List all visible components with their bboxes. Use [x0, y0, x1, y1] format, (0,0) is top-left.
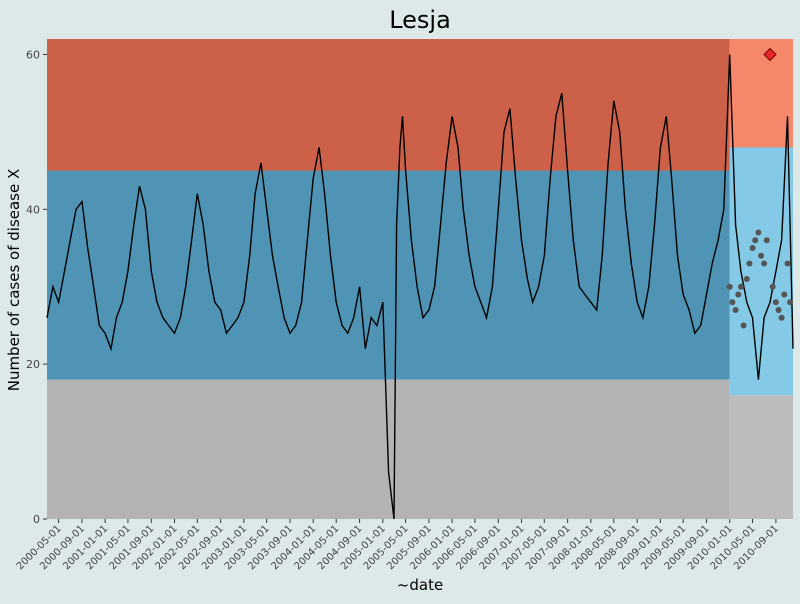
y-tick-label: 60 [26, 48, 40, 61]
current-observations [726, 47, 794, 329]
observation-point [729, 299, 736, 306]
observation-point [746, 260, 753, 267]
observation-point [735, 291, 742, 298]
y-axis: 0 20 40 60 [26, 48, 47, 526]
observation-point [781, 291, 788, 298]
observation-point [726, 283, 733, 290]
y-tick-label: 40 [26, 203, 40, 216]
case-series [46, 54, 794, 520]
x-axis-label: ~date [397, 576, 443, 594]
observation-point [778, 314, 785, 321]
current-lower-band [729, 395, 793, 519]
series-line-0 [46, 54, 794, 520]
observation-point [758, 252, 765, 259]
observation-point [732, 306, 739, 313]
observation-point [763, 237, 770, 244]
current-upper-band [729, 39, 793, 149]
y-tick-label: 20 [26, 358, 40, 371]
current-prediction-band [729, 147, 793, 396]
observation-point [755, 229, 762, 236]
chart-title: Lesja [389, 6, 451, 34]
observation-point [737, 283, 744, 290]
observation-point [787, 299, 794, 306]
baseline-upper-band [47, 39, 730, 172]
y-axis-label: Number of cases of disease X [5, 169, 23, 392]
y-tick-label: 0 [33, 513, 40, 526]
observation-point [752, 237, 759, 244]
x-axis: 2000-05-012000-09-012001-01-012001-05-01… [15, 519, 781, 572]
observation-point [784, 260, 791, 267]
observation-point [740, 322, 747, 329]
observation-point [769, 283, 776, 290]
baseline-prediction-band [47, 170, 730, 380]
alert-marker [763, 47, 777, 62]
observation-point [761, 260, 768, 267]
observation-point [772, 299, 779, 306]
observation-point [749, 245, 756, 252]
observation-point [743, 276, 750, 282]
observation-point [775, 306, 782, 313]
